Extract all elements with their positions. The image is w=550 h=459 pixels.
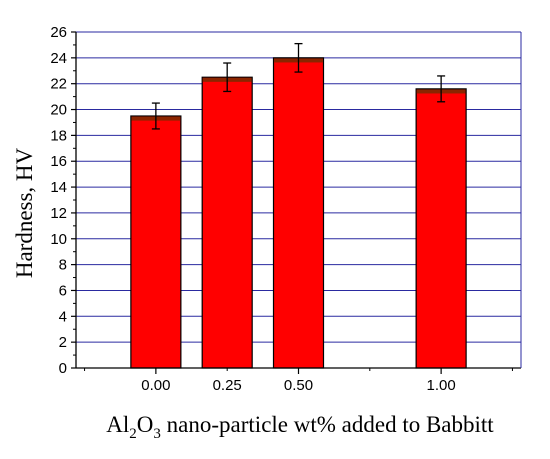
bar xyxy=(201,76,253,369)
y-tick-label: 6 xyxy=(59,282,67,299)
y-tick-label: 16 xyxy=(50,153,67,170)
bars xyxy=(130,57,467,369)
y-tick-label: 10 xyxy=(50,231,67,248)
y-tick-label: 8 xyxy=(59,257,67,274)
y-tick-label: 20 xyxy=(50,102,67,119)
y-tick-label: 14 xyxy=(50,179,67,196)
x-tick-label: 0.50 xyxy=(284,377,313,394)
x-tick-label: 0.25 xyxy=(213,377,242,394)
y-tick-label: 24 xyxy=(50,50,67,67)
error-bar xyxy=(437,75,446,103)
x-tick-label: 0.00 xyxy=(141,377,170,394)
x-axis-title-prefix: Al xyxy=(106,412,129,437)
y-tick-label: 4 xyxy=(59,308,67,325)
bar xyxy=(272,57,325,369)
x-axis-ticks: 0.00 0.25 0.50 1.00 xyxy=(84,368,513,394)
bar xyxy=(130,115,182,369)
error-bar xyxy=(223,62,232,93)
x-tick-label: 1.00 xyxy=(427,377,456,394)
y-tick-label: 12 xyxy=(50,205,67,222)
y-tick-label: 26 xyxy=(50,24,67,41)
x-axis-title-sub1: 2 xyxy=(129,426,137,442)
y-tick-label: 0 xyxy=(59,360,67,377)
y-tick-label: 2 xyxy=(59,334,67,351)
error-bars xyxy=(151,42,446,130)
x-axis-title-sub2: 3 xyxy=(153,426,161,442)
x-axis-title: Al2O3 nano-particle wt% added to Babbitt xyxy=(106,412,494,442)
bar xyxy=(415,88,467,369)
y-tick-label: 18 xyxy=(50,127,67,144)
y-tick-label: 22 xyxy=(50,76,67,93)
x-axis-title-suffix: nano-particle wt% added to Babbitt xyxy=(161,412,494,437)
error-bar xyxy=(294,42,303,73)
y-axis-title: Hardness, HV xyxy=(12,147,37,278)
error-bar xyxy=(151,102,160,130)
x-axis-title-mid: O xyxy=(137,412,154,437)
